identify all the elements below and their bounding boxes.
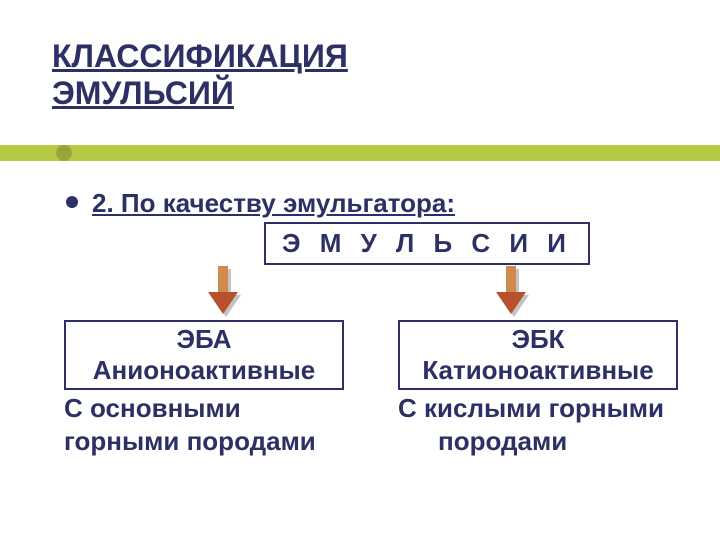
root-label: Э М У Л Ь С И И <box>282 228 572 258</box>
divider-bar <box>0 145 720 161</box>
right-desc: С кислыми горными породами <box>398 392 678 459</box>
right-desc1: С кислыми горными <box>398 393 664 423</box>
left-box: ЭБА Анионоактивные <box>64 320 344 390</box>
bullet-icon <box>66 196 78 208</box>
arrow-right-icon <box>496 266 532 322</box>
right-branch: ЭБК Катионоактивные С кислыми горными по… <box>398 320 678 459</box>
divider-dot <box>56 145 72 161</box>
right-code: ЭБК <box>408 324 668 355</box>
right-desc2: породами <box>398 426 567 456</box>
subtitle: 2. По качеству эмульгатора: <box>92 188 455 219</box>
left-desc: С основными горными породами <box>64 392 344 459</box>
title-line2: ЭМУЛЬСИЙ <box>52 75 234 111</box>
right-box: ЭБК Катионоактивные <box>398 320 678 390</box>
slide-title: КЛАССИФИКАЦИЯ ЭМУЛЬСИЙ <box>52 38 348 112</box>
left-name: Анионоактивные <box>74 355 334 386</box>
left-desc2: горными породами <box>64 426 316 456</box>
root-box: Э М У Л Ь С И И <box>264 222 590 265</box>
left-branch: ЭБА Анионоактивные С основными горными п… <box>64 320 344 459</box>
left-code: ЭБА <box>74 324 334 355</box>
left-desc1: С основными <box>64 393 241 423</box>
title-line1: КЛАССИФИКАЦИЯ <box>52 38 348 74</box>
arrow-left-icon <box>208 266 244 322</box>
right-name: Катионоактивные <box>408 355 668 386</box>
